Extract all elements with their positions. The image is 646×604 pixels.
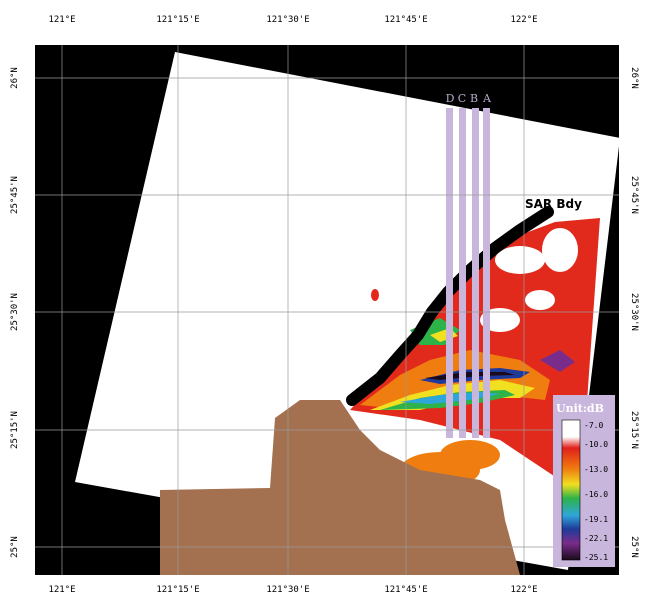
top-longitude-labels: 121°E 121°15'E 121°30'E 121°45'E 122°E <box>48 15 537 25</box>
latitude-label: 25°30'N <box>10 293 20 331</box>
latitude-label: 25°30'N <box>629 293 639 331</box>
transect-label: C <box>458 92 466 105</box>
latitude-label: 25°15'N <box>10 411 20 449</box>
longitude-label: 121°45'E <box>384 15 427 25</box>
transect-label: B <box>470 92 478 105</box>
transect-strip-b <box>472 108 479 438</box>
colorbar-tick-label: -13.0 <box>584 465 608 474</box>
latitude-label: 25°45'N <box>629 176 639 214</box>
bottom-longitude-labels: 121°E 121°15'E 121°30'E 121°45'E 122°E <box>48 585 537 595</box>
colorbar <box>561 419 581 561</box>
longitude-label: 121°E <box>48 585 75 595</box>
latitude-label: 26°N <box>629 67 639 89</box>
graticule <box>35 45 619 575</box>
colorbar-tick-label: -22.1 <box>584 534 608 543</box>
longitude-label: 121°30'E <box>266 585 309 595</box>
transect-strip-c <box>459 108 466 438</box>
colorbar-tick-label: -19.1 <box>584 515 608 524</box>
colorbar-tick-label: -25.1 <box>584 553 608 562</box>
longitude-label: 121°E <box>48 15 75 25</box>
latitude-label: 25°N <box>629 536 639 558</box>
transect-strips <box>446 108 490 438</box>
longitude-label: 122°E <box>510 15 537 25</box>
latitude-label: 26°N <box>10 67 20 89</box>
left-latitude-labels: 26°N 25°45'N 25°30'N 25°15'N 25°N <box>10 67 20 558</box>
colorbar-tick-label: -10.0 <box>584 440 608 449</box>
longitude-label: 121°15'E <box>156 585 199 595</box>
colorbar-tick-labels: -7.0 -10.0 -13.0 -16.0 -19.1 -22.1 -25.1 <box>584 421 608 562</box>
latitude-label: 25°15'N <box>629 411 639 449</box>
transect-labels: D C B A <box>446 92 492 105</box>
longitude-label: 121°45'E <box>384 585 427 595</box>
latitude-label: 25°N <box>10 536 20 558</box>
transect-strip-d <box>446 108 453 438</box>
longitude-label: 122°E <box>510 585 537 595</box>
sar-boundary-label: SAR Bdy <box>525 197 582 211</box>
transect-label: A <box>482 92 492 105</box>
colorbar-tick-label: -16.0 <box>584 490 608 499</box>
colorbar-tick-label: -7.0 <box>584 421 603 430</box>
transect-strip-a <box>483 108 490 438</box>
right-latitude-labels: 26°N 25°45'N 25°30'N 25°15'N 25°N <box>629 67 639 558</box>
latitude-label: 25°45'N <box>10 176 20 214</box>
land-area <box>160 400 520 575</box>
longitude-label: 121°30'E <box>266 15 309 25</box>
sar-boundary-line <box>346 206 554 406</box>
colorbar-unit-label: Unit:dB <box>556 402 604 415</box>
transect-label: D <box>446 92 455 105</box>
longitude-label: 121°15'E <box>156 15 199 25</box>
